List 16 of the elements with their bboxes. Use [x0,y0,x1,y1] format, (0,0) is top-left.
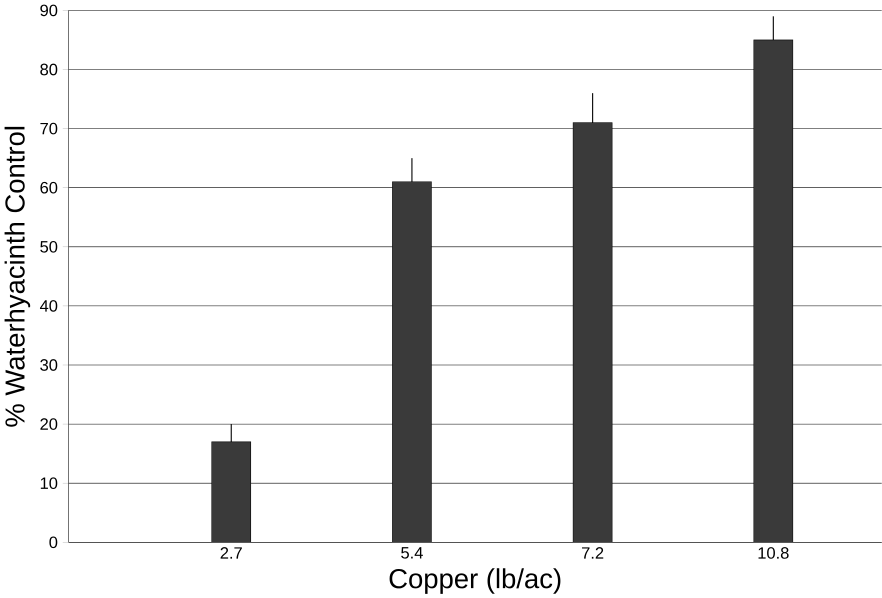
x-tick-label: 2.7 [220,546,242,558]
x-tick-label: 10.8 [758,546,789,559]
y-tick-label: 10 [40,477,58,489]
y-tick-label: 90 [40,4,58,16]
x-tick-label: 5.4 [401,546,423,558]
y-tick-label: 30 [40,358,58,371]
x-axis-title: Copper (lb/ac) [390,568,560,594]
y-tick-label: 20 [40,418,58,430]
y-tick-label: 60 [40,182,58,194]
y-tick-label: 40 [40,300,58,312]
y-tick-label: 70 [40,122,58,134]
y-tick-label: 50 [40,240,58,252]
x-tick-label: 7.2 [582,546,604,558]
y-axis-title: % Waterhyacinth Control [4,126,30,426]
y-tick-label: 80 [40,63,58,76]
y-tick-label: 0 [49,536,58,548]
